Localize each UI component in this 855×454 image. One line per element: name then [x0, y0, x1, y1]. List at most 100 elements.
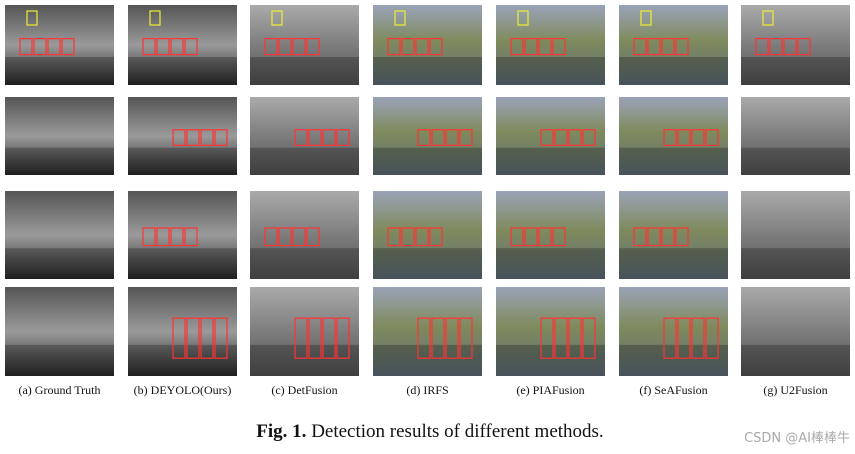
detection-box [415, 227, 429, 247]
scene-ground [373, 248, 482, 279]
detection-box [633, 37, 647, 56]
detection-box [278, 37, 292, 56]
detection-box [149, 10, 161, 26]
image-cell [373, 191, 482, 279]
detection-box [762, 10, 774, 26]
detection-box [306, 227, 320, 247]
column-label: (g) U2Fusion [763, 383, 827, 397]
detection-box [705, 129, 719, 146]
column-label: (a) Ground Truth [18, 383, 100, 397]
detection-box [186, 317, 200, 359]
detection-box [33, 37, 47, 56]
image-cell [373, 97, 482, 175]
detection-box [264, 227, 278, 247]
scene-ground [741, 57, 850, 85]
image-cell [496, 97, 605, 175]
detection-box [582, 317, 596, 359]
scene-ground [128, 57, 237, 85]
image [619, 287, 728, 376]
caption: Fig. 1. Detection results of different m… [256, 421, 603, 442]
scene-ground [741, 344, 850, 376]
detection-box [647, 227, 661, 247]
detection-box [184, 37, 198, 56]
detection-box [200, 129, 214, 146]
detection-box [278, 227, 292, 247]
detection-box [47, 37, 61, 56]
detection-box [170, 37, 184, 56]
detection-box [691, 129, 705, 146]
scene-ground [496, 344, 605, 376]
detection-box [429, 37, 443, 56]
detection-box [431, 317, 445, 359]
scene-ground [250, 248, 359, 279]
detection-box [540, 317, 554, 359]
detection-box [705, 317, 719, 359]
detection-box [445, 317, 459, 359]
detection-box [661, 37, 675, 56]
image-cell [250, 5, 359, 85]
detection-box [769, 37, 783, 56]
detection-box [538, 37, 552, 56]
detection-box [308, 129, 322, 146]
detection-box [552, 37, 566, 56]
scene-ground [496, 147, 605, 175]
image-cell [128, 5, 237, 85]
scene-ground [496, 57, 605, 85]
detection-box [264, 37, 278, 56]
scene-ground [373, 147, 482, 175]
scene-ground [5, 248, 114, 279]
scene-ground [619, 344, 728, 376]
image [741, 191, 850, 279]
detection-box [214, 317, 228, 359]
detection-box [459, 317, 473, 359]
scene-ground [619, 147, 728, 175]
image [619, 97, 728, 175]
detection-box [510, 227, 524, 247]
detection-box [582, 129, 596, 146]
detection-box [445, 129, 459, 146]
detection-box [797, 37, 811, 56]
scene-ground [5, 344, 114, 376]
detection-box [415, 37, 429, 56]
detection-box [429, 227, 443, 247]
detection-box [271, 10, 283, 26]
scene-ground [373, 57, 482, 85]
detection-box [322, 317, 336, 359]
scene-ground [619, 57, 728, 85]
watermark: CSDN @AI棒棒牛 [744, 431, 850, 446]
image-cell [741, 97, 850, 175]
image-cell [373, 287, 482, 376]
detection-box [540, 129, 554, 146]
image [128, 287, 237, 376]
image-cell [619, 5, 728, 85]
detection-box [691, 317, 705, 359]
scene-ground [741, 248, 850, 279]
scene-ground [741, 147, 850, 175]
scene-ground [619, 248, 728, 279]
detection-box [675, 37, 689, 56]
scene-ground [250, 147, 359, 175]
image [741, 97, 850, 175]
detection-box [568, 317, 582, 359]
image-cell [5, 191, 114, 279]
image [496, 287, 605, 376]
detection-box [26, 10, 38, 26]
detection-box [663, 317, 677, 359]
detection-box [538, 227, 552, 247]
column-label: (c) DetFusion [271, 383, 337, 397]
detection-box [647, 37, 661, 56]
image-cell [128, 97, 237, 175]
detection-box [510, 37, 524, 56]
image-cell [619, 97, 728, 175]
image-cell [619, 287, 728, 376]
image-cell [741, 5, 850, 85]
image [5, 191, 114, 279]
detection-box [172, 129, 186, 146]
detection-box [308, 317, 322, 359]
detection-box [142, 227, 156, 247]
detection-box [156, 227, 170, 247]
detection-box [172, 317, 186, 359]
image-grid: (a) Ground Truth (b) DEYOLO(Ours) (c) DetF… [5, 5, 850, 397]
detection-box [677, 317, 691, 359]
